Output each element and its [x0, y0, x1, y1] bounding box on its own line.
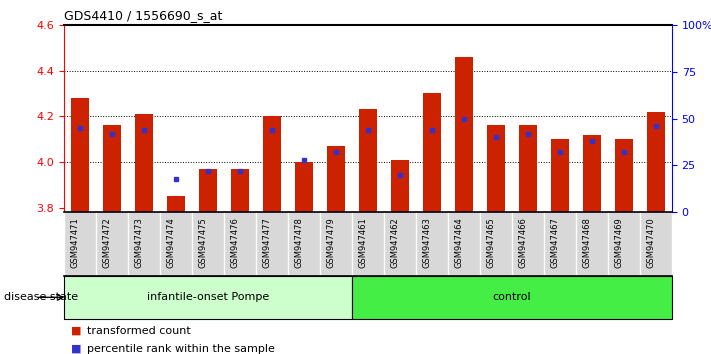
- Text: GSM947466: GSM947466: [519, 217, 528, 268]
- Bar: [199, 169, 217, 212]
- Text: ■: ■: [71, 344, 82, 354]
- Bar: [103, 125, 121, 212]
- Bar: [263, 116, 281, 212]
- Text: disease state: disease state: [4, 292, 77, 302]
- Bar: [551, 139, 569, 212]
- Bar: [583, 135, 601, 212]
- Bar: [231, 169, 249, 212]
- Bar: [135, 114, 153, 212]
- Text: GSM947469: GSM947469: [615, 217, 624, 268]
- Text: GSM947470: GSM947470: [647, 217, 656, 268]
- Bar: [487, 125, 505, 212]
- Text: ■: ■: [71, 326, 82, 336]
- Bar: [359, 109, 377, 212]
- Bar: [64, 276, 352, 319]
- Bar: [71, 98, 89, 212]
- Bar: [327, 146, 345, 212]
- Text: GSM947476: GSM947476: [231, 217, 240, 268]
- Text: GSM947462: GSM947462: [391, 217, 400, 268]
- Text: GSM947478: GSM947478: [295, 217, 304, 268]
- Text: control: control: [493, 292, 531, 302]
- Bar: [519, 125, 537, 212]
- Text: GSM947467: GSM947467: [551, 217, 560, 268]
- Text: GSM947468: GSM947468: [583, 217, 592, 268]
- Text: GSM947475: GSM947475: [199, 217, 208, 268]
- Text: GSM947472: GSM947472: [103, 217, 112, 268]
- Text: GSM947463: GSM947463: [423, 217, 432, 268]
- Text: GSM947461: GSM947461: [359, 217, 368, 268]
- Bar: [167, 196, 185, 212]
- Bar: [352, 276, 672, 319]
- Text: GSM947474: GSM947474: [167, 217, 176, 268]
- Bar: [615, 139, 633, 212]
- Bar: [423, 93, 441, 212]
- Text: GSM947471: GSM947471: [71, 217, 80, 268]
- Text: GSM947465: GSM947465: [487, 217, 496, 268]
- Text: infantile-onset Pompe: infantile-onset Pompe: [147, 292, 269, 302]
- Text: percentile rank within the sample: percentile rank within the sample: [87, 344, 274, 354]
- Text: GSM947477: GSM947477: [263, 217, 272, 268]
- Text: GSM947464: GSM947464: [455, 217, 464, 268]
- Text: GDS4410 / 1556690_s_at: GDS4410 / 1556690_s_at: [64, 9, 223, 22]
- Text: GSM947479: GSM947479: [327, 217, 336, 268]
- Bar: [391, 160, 409, 212]
- Text: GSM947473: GSM947473: [135, 217, 144, 268]
- Bar: [295, 162, 313, 212]
- Bar: [647, 112, 665, 212]
- Bar: [455, 57, 473, 212]
- Text: transformed count: transformed count: [87, 326, 191, 336]
